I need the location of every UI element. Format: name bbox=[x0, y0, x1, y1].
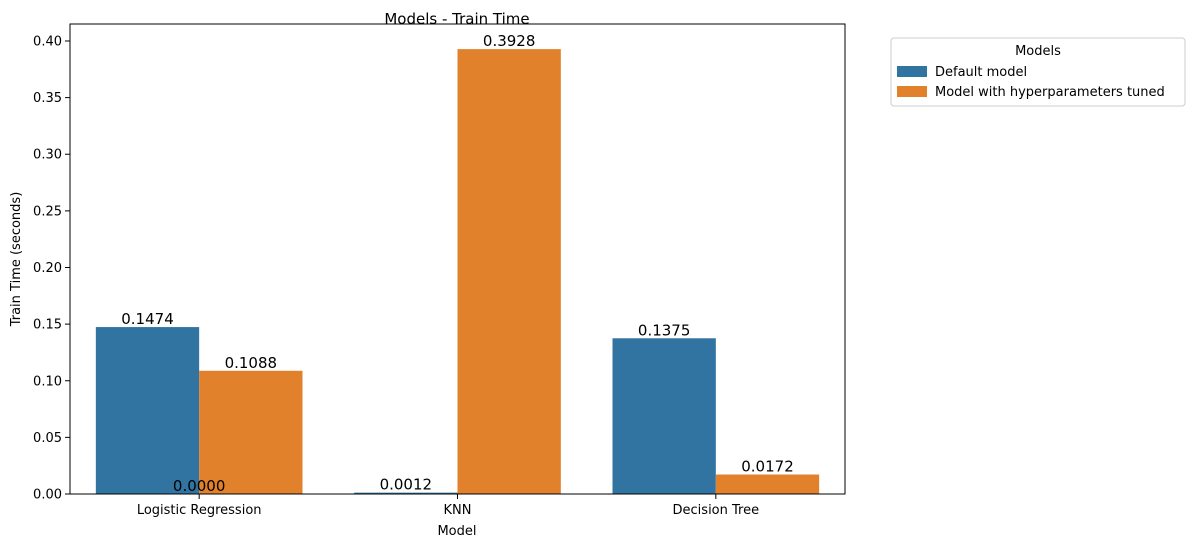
data-labels-layer: 0.1474 0.0012 0.1375 0.1088 0.3928 0.0172 0.00… bbox=[121, 32, 794, 495]
bar-tuned-2 bbox=[715, 474, 820, 494]
y-tick-label: 0.10 bbox=[33, 374, 62, 389]
x-tick-label: Decision Tree bbox=[673, 503, 760, 518]
x-axis-label: Model bbox=[437, 524, 476, 539]
y-tick-label: 0.25 bbox=[33, 204, 62, 219]
bar-tuned-1 bbox=[457, 49, 561, 494]
legend: Models Default model Model with hyperpara… bbox=[890, 37, 1186, 107]
legend-label: Default model bbox=[935, 65, 1027, 80]
bar-default-2 bbox=[612, 338, 716, 494]
data-label: 0.3928 bbox=[483, 32, 536, 50]
data-label: 0.0012 bbox=[380, 476, 433, 494]
data-label: 0.1088 bbox=[225, 354, 278, 372]
bar-default-1 bbox=[354, 492, 458, 494]
legend-swatch bbox=[897, 66, 927, 77]
y-axis-label: Train Time (seconds) bbox=[9, 192, 24, 328]
x-tick-label: KNN bbox=[444, 503, 472, 518]
bar-tuned-0 bbox=[199, 370, 303, 494]
y-tick-label: 0.30 bbox=[33, 148, 62, 163]
y-tick-label: 0.20 bbox=[33, 261, 62, 276]
chart-title: Models - Train Time bbox=[384, 10, 529, 28]
y-tick-label: 0.15 bbox=[33, 318, 62, 333]
y-tick-label: 0.05 bbox=[33, 431, 62, 446]
data-label: 0.1375 bbox=[638, 321, 691, 339]
legend-title: Models bbox=[1015, 44, 1061, 59]
y-tick-label: 0.00 bbox=[33, 488, 62, 503]
data-label-zero: 0.0000 bbox=[173, 477, 226, 495]
legend-swatch bbox=[897, 86, 927, 97]
bars-layer bbox=[95, 49, 820, 494]
legend-frame bbox=[890, 37, 1186, 107]
data-label: 0.1474 bbox=[121, 310, 174, 328]
data-label: 0.0172 bbox=[741, 458, 794, 476]
legend-label: Model with hyperparameters tuned bbox=[935, 85, 1165, 100]
bar-default-0 bbox=[95, 327, 200, 494]
y-axis: 0.00 0.05 0.10 0.15 0.20 0.25 0.30 0.35 0.40 bbox=[33, 34, 70, 503]
y-tick-label: 0.40 bbox=[33, 34, 62, 49]
y-tick-label: 0.35 bbox=[33, 91, 62, 106]
x-axis: Logistic Regression KNN Decision Tree bbox=[137, 494, 759, 518]
x-tick-label: Logistic Regression bbox=[137, 503, 262, 518]
